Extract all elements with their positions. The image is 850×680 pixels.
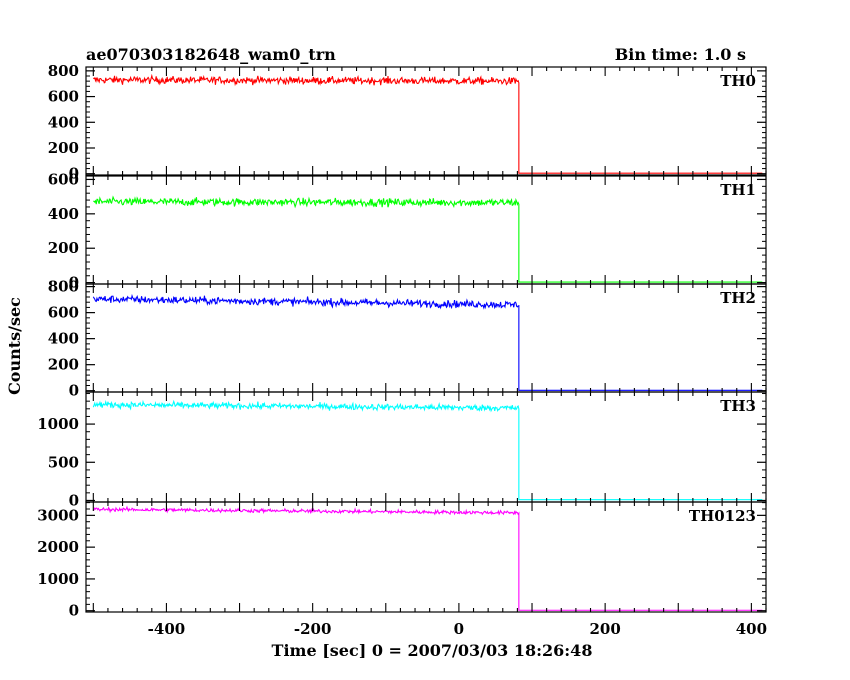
y-tick-label: 200	[48, 139, 79, 157]
y-tick-label: 800	[48, 278, 79, 296]
x-tick-label: 400	[736, 620, 767, 638]
y-tick-label: 1000	[37, 570, 79, 588]
panel-th0: 0 200 400 600 800 TH0	[48, 62, 767, 183]
panel-th1: 0 200 400 600 TH1	[48, 170, 767, 292]
panel-frame	[85, 66, 767, 176]
y-tick-label: 1000	[37, 415, 79, 433]
y-tick-label: 0	[69, 274, 79, 292]
series-line-th1	[93, 195, 763, 283]
y-tick-label: 0	[69, 382, 79, 400]
y-tick-label: 500	[48, 453, 79, 471]
series-line-th0123	[93, 505, 763, 611]
panel-frame	[85, 391, 767, 503]
y-tick-label: 2000	[37, 538, 79, 556]
y-axis-label: Counts/sec	[5, 297, 24, 395]
y-tick-label: 600	[48, 170, 79, 188]
panels-group: 0 200 400 600 800 TH0 0 200 400 600 TH1 0 200 400 600 8…	[37, 62, 767, 638]
x-tick-label: -400	[148, 620, 186, 638]
y-tick-label: 600	[48, 88, 79, 106]
panel-th2: 0 200 400 600 800 TH2	[48, 278, 767, 400]
series-line-th2	[92, 293, 763, 391]
x-tick-label: 200	[589, 620, 620, 638]
panel-th0123: 0 1000 2000 3000 TH0123	[37, 501, 767, 620]
panel-label: TH1	[720, 181, 756, 199]
panel-label: TH2	[720, 289, 756, 307]
panel-label: TH3	[720, 397, 756, 415]
y-tick-label: 200	[48, 239, 79, 257]
bin-time-label: Bin time: 1.0 s	[615, 45, 746, 64]
y-tick-label: 0	[69, 602, 79, 620]
panel-frame	[85, 283, 767, 393]
y-tick-label: 3000	[37, 506, 79, 524]
y-tick-label: 600	[48, 304, 79, 322]
y-tick-label: 400	[48, 205, 79, 223]
series-line-th3	[92, 399, 763, 501]
x-axis-label: Time [sec] 0 = 2007/03/03 18:26:48	[272, 641, 593, 660]
panel-frame	[85, 501, 767, 613]
x-tick-label: -200	[294, 620, 332, 638]
panel-label: TH0123	[689, 507, 756, 525]
x-tick-label: 0	[454, 620, 464, 638]
y-tick-label: 0	[69, 491, 79, 509]
series-line-th0	[92, 73, 763, 174]
y-tick-label: 200	[48, 356, 79, 374]
panel-label: TH0	[720, 72, 756, 90]
y-tick-label: 400	[48, 330, 79, 348]
y-tick-label: 400	[48, 113, 79, 131]
y-tick-label: 0	[69, 165, 79, 183]
y-tick-label: 800	[48, 62, 79, 80]
chart-title: ae070303182648_wam0_trn	[86, 45, 336, 64]
panel-frame	[85, 175, 767, 285]
panel-th3: 0 500 1000 TH3	[37, 391, 767, 509]
